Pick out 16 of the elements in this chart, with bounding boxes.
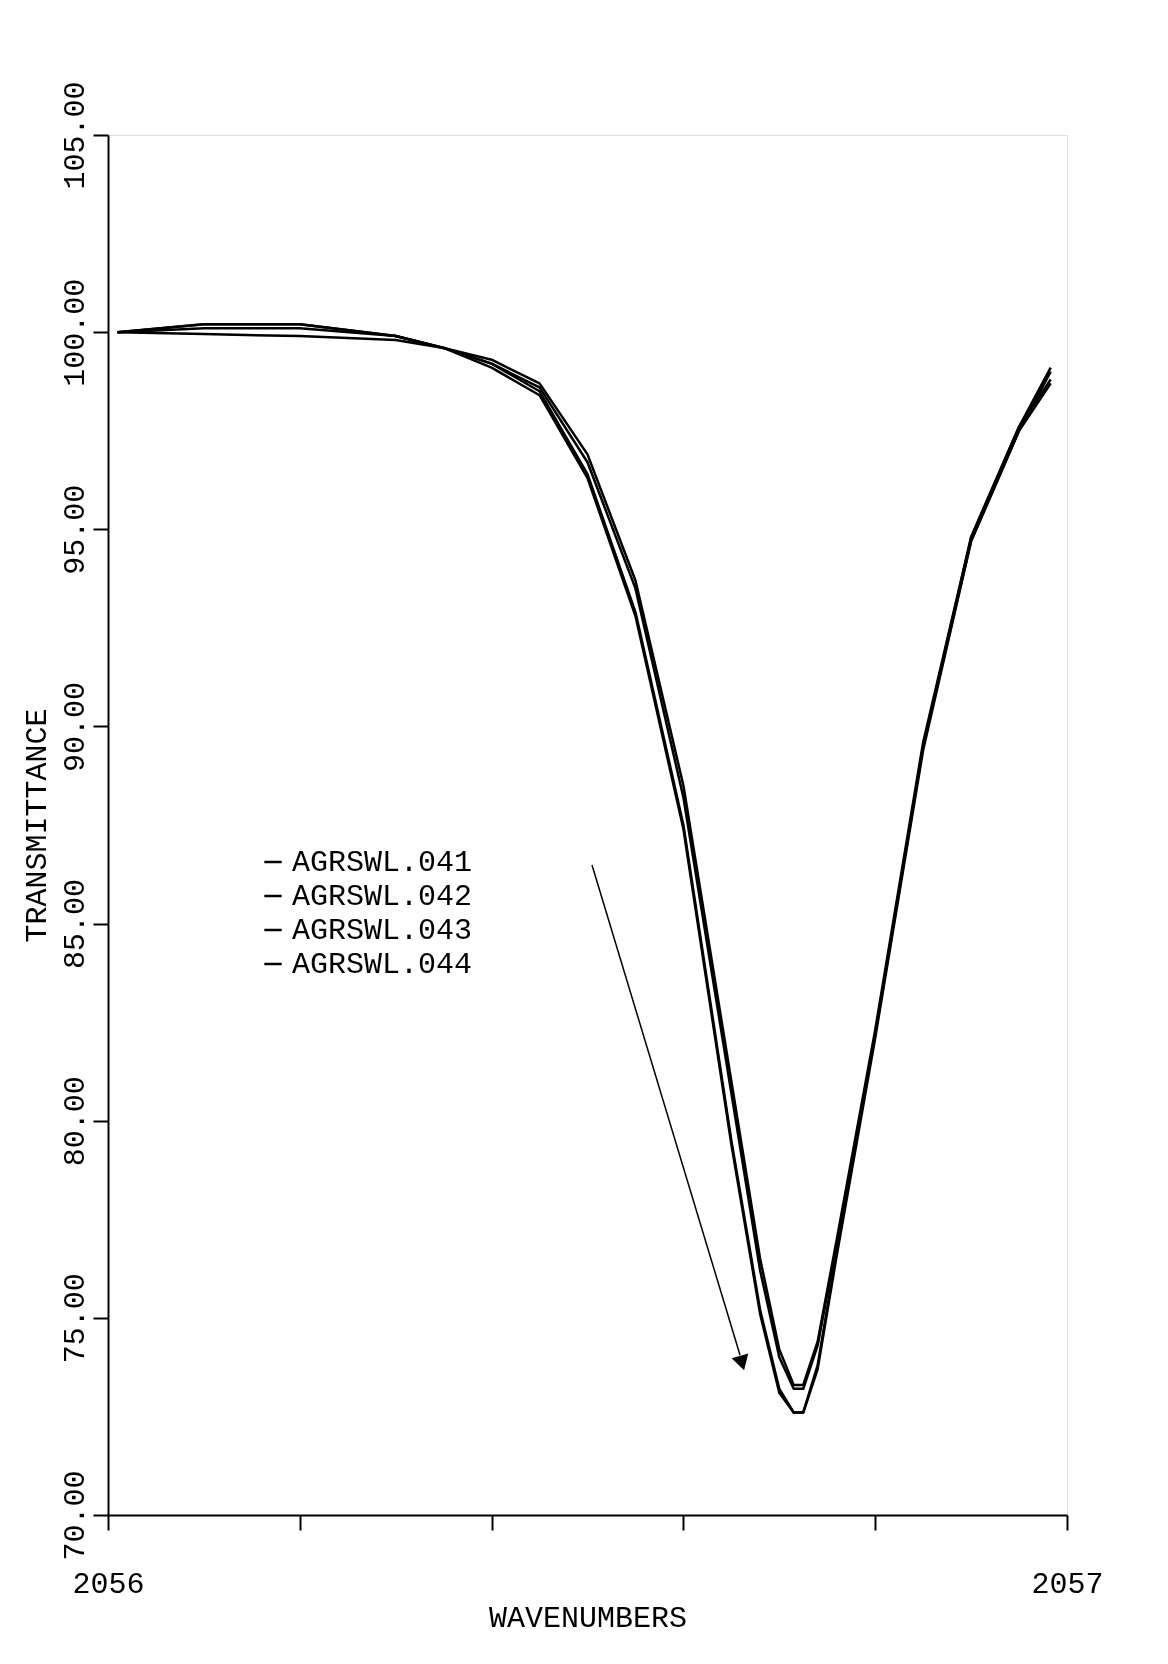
y-tick-label: 75.00 <box>58 1273 93 1364</box>
y-tick-label: 100.00 <box>58 278 93 387</box>
y-axis-title: TRANSMITTANCE <box>20 708 55 943</box>
legend-label: AGRSWL.041 <box>292 846 473 880</box>
y-tick-label: 80.00 <box>58 1076 93 1167</box>
x-tick-label: 2057 <box>1031 1567 1104 1602</box>
x-axis-title: WAVENUMBERS <box>488 1601 688 1636</box>
y-tick-label: 90.00 <box>58 681 93 772</box>
x-tick-label: 2056 <box>72 1567 145 1602</box>
y-tick-label: 85.00 <box>58 879 93 970</box>
y-tick-label: 105.00 <box>58 81 93 190</box>
legend-label: AGRSWL.042 <box>292 880 473 914</box>
legend-label: AGRSWL.043 <box>292 914 473 948</box>
y-tick-label: 70.00 <box>58 1470 93 1561</box>
legend-label: AGRSWL.044 <box>292 948 473 982</box>
y-tick-label: 95.00 <box>58 484 93 575</box>
